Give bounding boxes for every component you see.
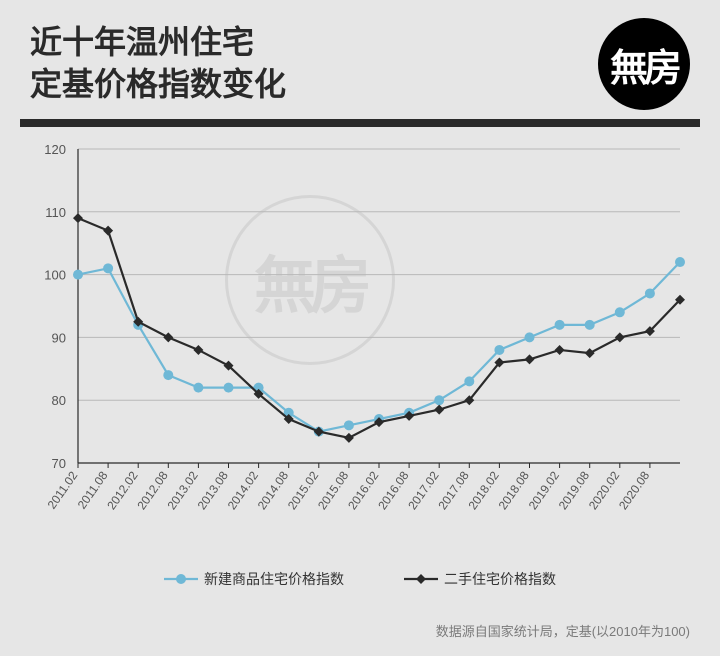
series-new-marker xyxy=(675,257,685,267)
x-tick-label: 2020.08 xyxy=(616,469,653,513)
series-secondhand-marker xyxy=(555,345,565,355)
brand-logo: 無房 xyxy=(598,18,690,110)
series-new-marker xyxy=(645,289,655,299)
legend-item: 二手住宅价格指数 xyxy=(404,569,556,589)
series-new-marker xyxy=(494,345,504,355)
header: 近十年温州住宅 定基价格指数变化 無房 xyxy=(0,0,720,119)
legend: 新建商品住宅价格指数 二手住宅价格指数 xyxy=(20,569,700,589)
series-new-marker xyxy=(525,333,535,343)
series-new-marker xyxy=(434,395,444,405)
series-secondhand-marker xyxy=(434,405,444,415)
legend-item: 新建商品住宅价格指数 xyxy=(164,569,344,589)
series-new-marker xyxy=(615,307,625,317)
legend-swatch-icon xyxy=(404,572,438,586)
y-tick-label: 110 xyxy=(45,205,66,220)
series-new-marker xyxy=(163,370,173,380)
series-new-marker xyxy=(464,377,474,387)
line-chart: 7080901001101202011.022011.082012.022012… xyxy=(20,139,700,559)
y-tick-label: 80 xyxy=(52,393,66,408)
series-secondhand-marker xyxy=(73,213,83,223)
series-new-marker xyxy=(555,320,565,330)
legend-swatch-icon xyxy=(164,572,198,586)
series-new-marker xyxy=(73,270,83,280)
y-tick-label: 90 xyxy=(52,331,66,346)
series-new-line xyxy=(78,262,680,432)
series-secondhand-marker xyxy=(525,355,535,365)
y-tick-label: 120 xyxy=(44,142,66,157)
legend-label: 新建商品住宅价格指数 xyxy=(204,569,344,589)
series-secondhand-marker xyxy=(585,348,595,358)
chart-title: 近十年温州住宅 定基价格指数变化 xyxy=(30,22,690,105)
y-tick-label: 100 xyxy=(44,268,66,283)
series-new-marker xyxy=(585,320,595,330)
series-secondhand-marker xyxy=(344,433,354,443)
series-new-marker xyxy=(224,383,234,393)
series-secondhand-marker xyxy=(615,333,625,343)
footnote: 数据源自国家统计局，定基(以2010年为100) xyxy=(0,621,690,640)
series-new-marker xyxy=(103,264,113,274)
brand-logo-text: 無房 xyxy=(610,37,678,92)
chart-container: 7080901001101202011.022011.082012.022012… xyxy=(20,139,700,589)
header-rule xyxy=(20,119,700,127)
series-new-marker xyxy=(193,383,203,393)
y-tick-label: 70 xyxy=(52,456,66,471)
legend-label: 二手住宅价格指数 xyxy=(444,569,556,589)
series-secondhand-marker xyxy=(193,345,203,355)
title-line-1: 近十年温州住宅 xyxy=(30,22,690,64)
series-new-marker xyxy=(344,421,354,431)
title-line-2: 定基价格指数变化 xyxy=(30,64,690,106)
series-secondhand-marker xyxy=(103,226,113,236)
series-secondhand-marker xyxy=(163,333,173,343)
